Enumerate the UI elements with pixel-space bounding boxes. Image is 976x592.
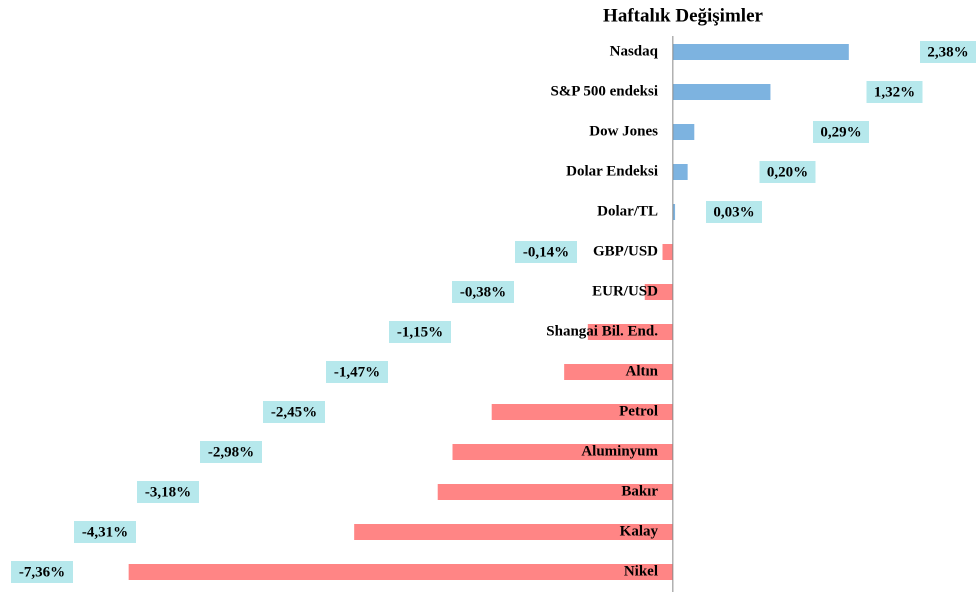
bar <box>587 324 673 340</box>
value-label: -2,45% <box>271 404 317 420</box>
bar <box>491 404 673 420</box>
bar <box>452 444 673 460</box>
bar <box>672 204 676 220</box>
value-label-box <box>389 321 451 343</box>
category-label: Dolar/TL <box>597 203 658 219</box>
category-label: Petrol <box>619 403 658 419</box>
value-label: -3,18% <box>145 484 191 500</box>
value-label-box <box>263 401 325 423</box>
value-label: -1,47% <box>334 364 380 380</box>
value-label: -0,38% <box>460 284 506 300</box>
category-label: Dolar Endeksi <box>566 163 658 179</box>
value-label: 1,32% <box>874 84 915 100</box>
value-label: -7,36% <box>19 564 65 580</box>
value-label-box <box>813 121 869 143</box>
value-label: -0,14% <box>523 244 569 260</box>
bar <box>354 524 673 540</box>
bar <box>437 484 673 500</box>
value-label: 0,29% <box>820 124 861 140</box>
bar <box>672 84 771 100</box>
value-label-box <box>137 481 199 503</box>
value-label-box <box>452 281 514 303</box>
category-label: Nikel <box>624 563 658 579</box>
value-label-box <box>706 201 762 223</box>
value-label: -4,31% <box>82 524 128 540</box>
value-label: -2,98% <box>208 444 254 460</box>
bar <box>128 564 673 580</box>
chart-title: Haftalık Değişimler <box>603 5 763 26</box>
category-label: Dow Jones <box>589 123 658 139</box>
value-label: 2,38% <box>927 44 968 60</box>
value-label-box <box>74 521 136 543</box>
bar <box>662 244 673 260</box>
bar <box>672 164 688 180</box>
value-label: -1,15% <box>397 324 443 340</box>
category-label: Altın <box>625 363 658 379</box>
value-label: 0,03% <box>713 204 754 220</box>
value-label-box <box>866 81 923 103</box>
value-label-box <box>11 561 73 583</box>
value-label-box <box>759 161 816 183</box>
value-label-box <box>200 441 262 463</box>
category-label: Nasdaq <box>610 43 659 59</box>
category-label: Bakır <box>621 483 658 499</box>
bar <box>644 284 673 300</box>
bar <box>672 124 695 140</box>
category-label: GBP/USD <box>593 243 658 259</box>
category-label: Aluminyum <box>581 443 658 459</box>
category-label: EUR/USD <box>592 283 658 299</box>
bar <box>564 364 673 380</box>
bar <box>672 44 849 60</box>
category-label: Kalay <box>620 523 659 539</box>
value-label: 0,20% <box>767 164 808 180</box>
category-label: S&P 500 endeksi <box>550 83 658 99</box>
value-label-box <box>326 361 388 383</box>
value-label-box <box>515 241 577 263</box>
category-label: Shangai Bil. End. <box>546 323 658 339</box>
value-label-box <box>920 41 976 63</box>
